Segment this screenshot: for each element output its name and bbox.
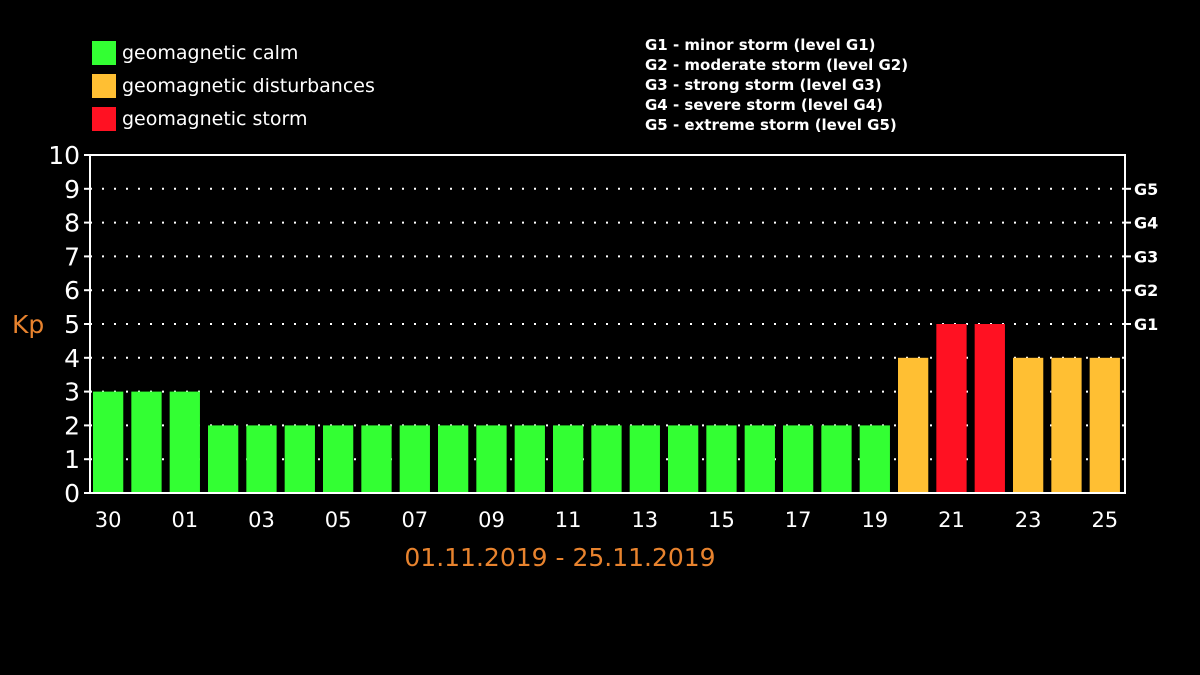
bar <box>131 391 162 493</box>
bar <box>629 425 660 493</box>
y-tick-label: 6 <box>64 276 80 305</box>
legend: geomagnetic calm geomagnetic disturbances… <box>92 36 375 135</box>
y-tick-label: 4 <box>64 344 80 373</box>
bar <box>974 324 1005 493</box>
x-tick-label: 19 <box>861 508 888 532</box>
bar <box>476 425 507 493</box>
legend-label: geomagnetic calm <box>122 41 299 64</box>
bar <box>783 425 814 493</box>
right-tick-label: G5 <box>1134 180 1158 199</box>
legend-item: geomagnetic disturbances <box>92 69 375 102</box>
bar <box>821 425 852 493</box>
y-tick-label: 0 <box>64 479 80 508</box>
bars <box>93 324 1120 493</box>
storm-level-item: G4 - severe storm (level G4) <box>645 96 884 114</box>
bar <box>246 425 277 493</box>
y-tick-label: 5 <box>64 310 80 339</box>
y-axis: 0 1 2 3 4 5 6 7 8 9 10 <box>48 141 90 508</box>
bar <box>936 324 967 493</box>
legend-swatch <box>92 106 116 131</box>
x-tick-label: 13 <box>631 508 658 532</box>
grid-lines <box>90 187 1125 461</box>
x-tick-label: 03 <box>248 508 275 532</box>
bar <box>591 425 622 493</box>
bar <box>744 425 775 493</box>
legend-swatch <box>92 40 116 65</box>
y-tick-label: 2 <box>64 411 80 440</box>
y-tick-label: 7 <box>64 242 80 271</box>
bar <box>399 425 430 493</box>
x-tick-label: 05 <box>325 508 352 532</box>
y-tick-label: 1 <box>64 445 80 474</box>
x-tick-label: 15 <box>708 508 735 532</box>
storm-level-item: G2 - moderate storm (level G2) <box>645 56 909 74</box>
x-tick-label: 09 <box>478 508 505 532</box>
x-tick-label: 17 <box>785 508 812 532</box>
bar <box>361 425 392 493</box>
storm-levels-legend: G1 - minor storm (level G1) G2 - moderate… <box>645 35 908 135</box>
bar <box>323 425 354 493</box>
y-tick-label: 8 <box>64 209 80 238</box>
bar <box>668 425 699 493</box>
legend-item: geomagnetic storm <box>92 102 375 135</box>
y-axis-label: Kp <box>12 310 44 339</box>
bar <box>93 391 124 493</box>
bar <box>284 425 315 493</box>
x-tick-label: 11 <box>555 508 582 532</box>
y-tick-label: 10 <box>48 141 80 170</box>
legend-swatch <box>92 73 116 98</box>
right-tick-label: G2 <box>1134 281 1158 300</box>
bar <box>859 425 890 493</box>
storm-level-item: G3 - strong storm (level G3) <box>645 76 882 94</box>
legend-label: geomagnetic storm <box>122 107 308 130</box>
right-tick-label: G4 <box>1134 214 1158 233</box>
x-tick-label: 25 <box>1091 508 1118 532</box>
y-tick-label: 9 <box>64 175 80 204</box>
storm-level-item: G1 - minor storm (level G1) <box>645 36 876 54</box>
storm-level-item: G5 - extreme storm (level G5) <box>645 116 897 134</box>
bar <box>1051 357 1082 493</box>
x-axis: 30 01 03 05 07 09 11 13 15 17 19 21 23 25 <box>95 508 1118 532</box>
x-tick-label: 01 <box>171 508 198 532</box>
y-tick-label: 3 <box>64 378 80 407</box>
bar <box>514 425 545 493</box>
bar <box>706 425 737 493</box>
x-tick-label: 21 <box>938 508 965 532</box>
x-axis-label: 01.11.2019 - 25.11.2019 <box>404 543 715 572</box>
x-tick-label: 30 <box>95 508 122 532</box>
legend-item: geomagnetic calm <box>92 36 375 69</box>
bar <box>208 425 239 493</box>
right-axis: G1 G2 G3 G4 G5 <box>1125 180 1158 334</box>
bar <box>1013 357 1044 493</box>
x-tick-label: 23 <box>1015 508 1042 532</box>
legend-label: geomagnetic disturbances <box>122 74 375 97</box>
x-tick-label: 07 <box>401 508 428 532</box>
right-tick-label: G1 <box>1134 315 1158 334</box>
right-tick-label: G3 <box>1134 247 1158 266</box>
bar <box>169 391 200 493</box>
bar <box>438 425 469 493</box>
bar <box>898 357 929 493</box>
bar <box>1089 357 1120 493</box>
bar <box>553 425 584 493</box>
